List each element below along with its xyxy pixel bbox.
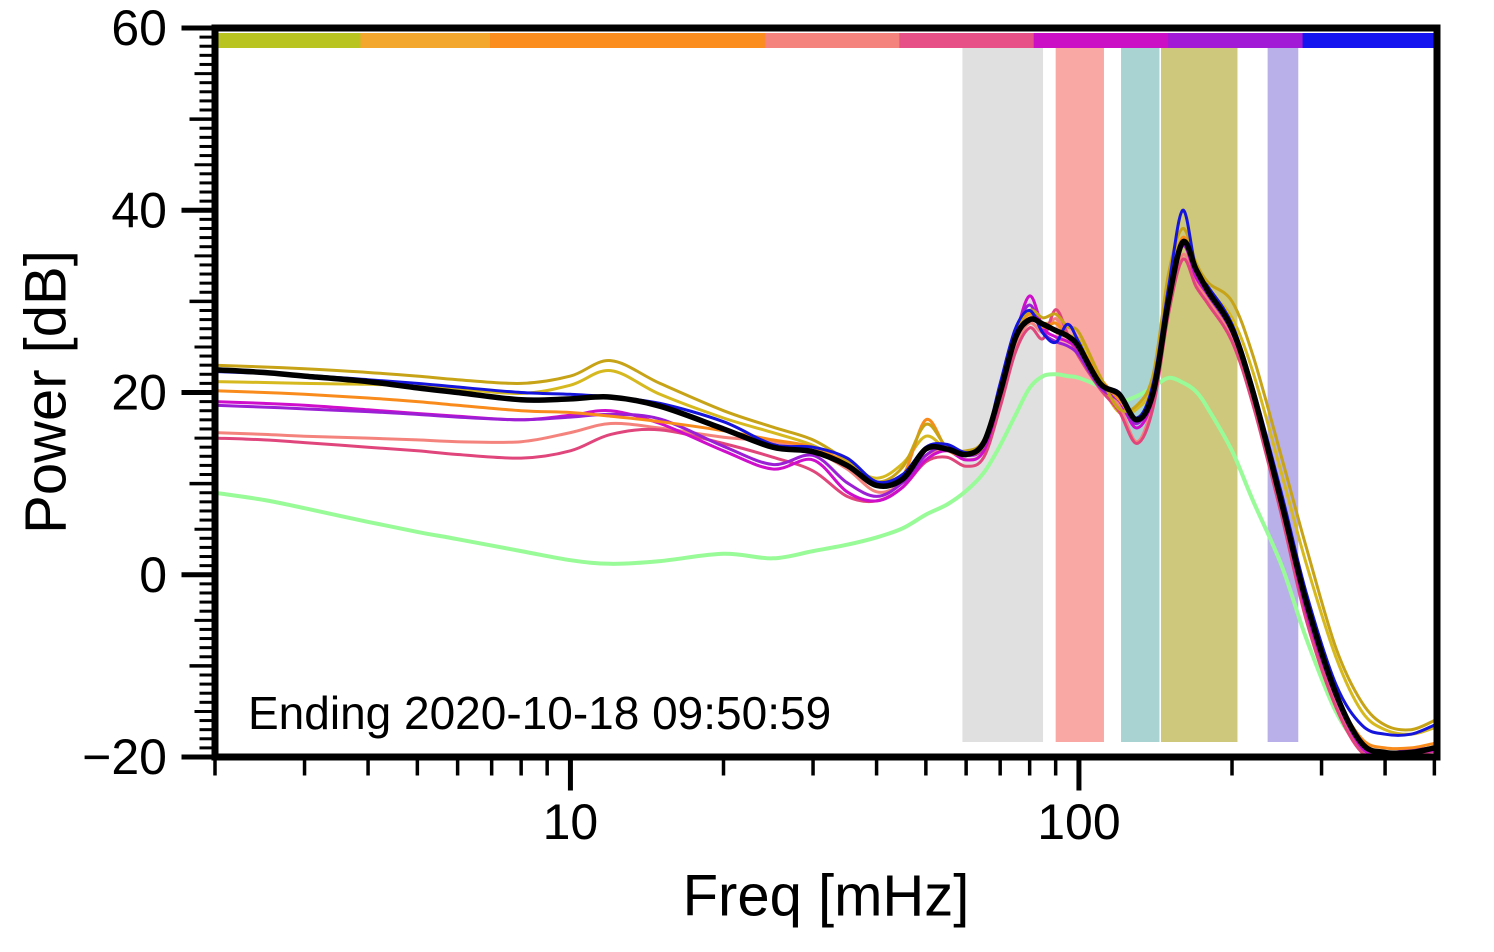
series-spectrum-salmon <box>215 252 1436 757</box>
x-tick-label: 10 <box>543 794 599 850</box>
annotation-ending-time: Ending 2020-10-18 09:50:59 <box>248 687 832 739</box>
x-axis-title: Freq [mHz] <box>682 863 970 929</box>
colorbar-segment <box>764 33 901 48</box>
colorbar-segment <box>215 33 362 48</box>
spectra-curves <box>215 208 1437 757</box>
y-tick-label: 20 <box>111 365 167 421</box>
colorbar-segment <box>899 33 1035 48</box>
y-tick-label: 60 <box>111 0 167 56</box>
frequency-bands <box>962 48 1299 742</box>
colorbar-segment <box>1302 33 1438 48</box>
y-tick-label: 40 <box>111 182 167 238</box>
series-spectrum-blue <box>215 208 1436 737</box>
colorbar-segment <box>360 33 491 48</box>
band-red <box>1055 48 1104 742</box>
series-spectrum-green <box>215 372 1437 757</box>
colorbar-segment <box>1168 33 1304 48</box>
colorbar-segment <box>1033 33 1170 48</box>
series-spectrum-crimson <box>215 257 1436 757</box>
x-tick-label: 100 <box>1037 794 1120 850</box>
series-spectrum-gold-2 <box>215 236 1436 736</box>
plot-frame <box>211 24 1441 761</box>
colorbar-segment <box>489 33 766 48</box>
axis-ticks <box>181 25 1437 791</box>
y-axis-title: Power [dB] <box>13 250 79 534</box>
y-tick-label: −20 <box>82 729 167 785</box>
band-lavender <box>1267 48 1299 742</box>
series-mean-spectrum <box>215 238 1437 757</box>
time-colorbar <box>215 33 1438 48</box>
tick-labels: −20 0 20 40 60 10 100 <box>82 0 1120 850</box>
y-tick-label: 0 <box>139 547 167 603</box>
